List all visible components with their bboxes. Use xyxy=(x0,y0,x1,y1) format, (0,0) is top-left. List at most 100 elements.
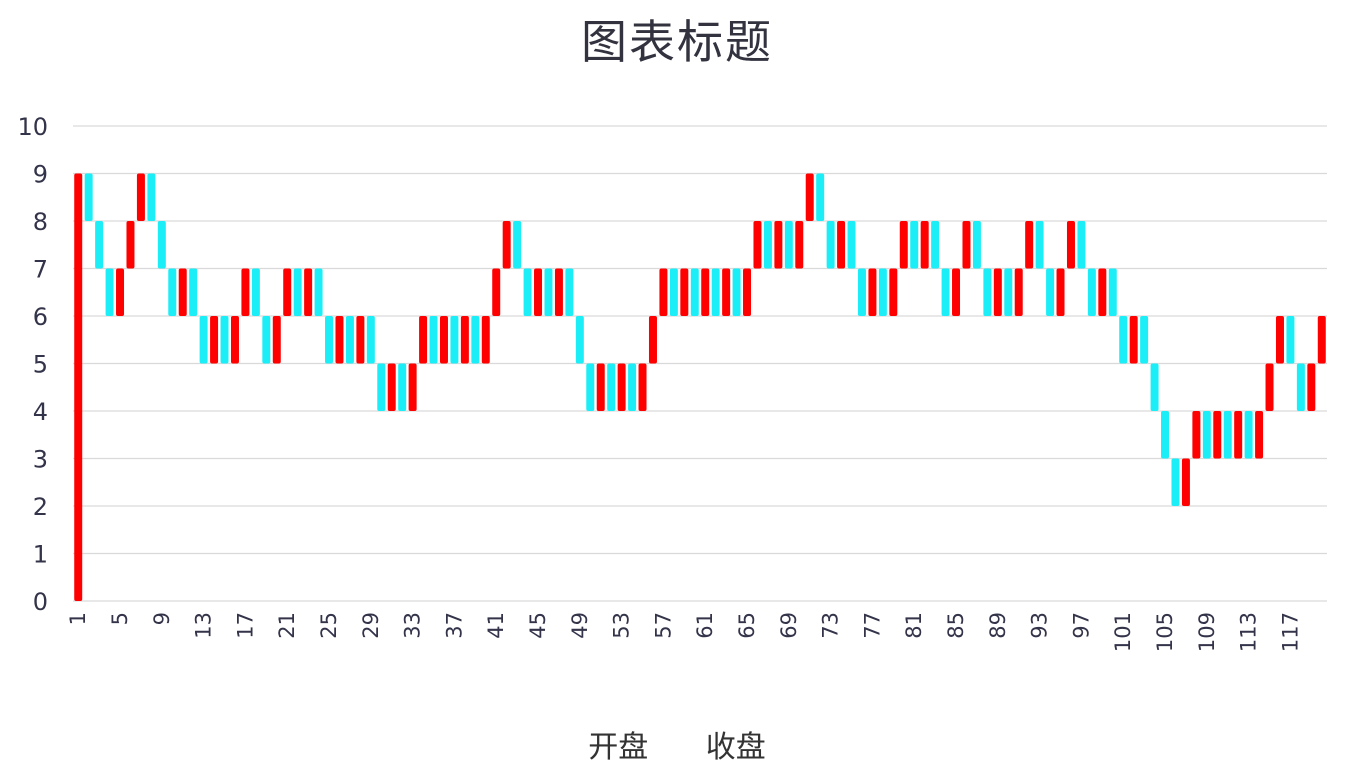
x-tick-label: 53 xyxy=(610,612,634,639)
x-tick-label: 33 xyxy=(401,612,425,639)
x-tick-label: 57 xyxy=(651,612,675,639)
bar-down xyxy=(220,316,229,364)
bar-down xyxy=(607,363,616,411)
bar-down xyxy=(1202,411,1211,459)
y-tick-label: 6 xyxy=(33,303,48,331)
bar-down xyxy=(1286,316,1295,364)
bar-down xyxy=(941,268,950,316)
bar-down xyxy=(575,316,584,364)
bar-up xyxy=(993,268,1002,316)
bar-up xyxy=(408,363,417,411)
bar-down xyxy=(1077,221,1086,269)
bar-down xyxy=(857,268,866,316)
x-tick-label: 97 xyxy=(1069,612,1093,639)
bar-down xyxy=(251,268,260,316)
bar-down xyxy=(523,268,532,316)
gridlines xyxy=(73,125,1327,602)
bar-up xyxy=(1066,221,1075,269)
bar-down xyxy=(669,268,678,316)
x-tick-label: 113 xyxy=(1237,612,1261,652)
bar-up xyxy=(230,316,239,364)
bar-up xyxy=(1056,268,1065,316)
bar-up xyxy=(1181,458,1190,506)
bar-up xyxy=(1098,268,1107,316)
bar-down xyxy=(931,221,940,269)
bar-down xyxy=(816,173,825,221)
legend-item-close: 收盘 xyxy=(705,730,766,765)
x-tick-label: 85 xyxy=(944,612,968,639)
bar-up xyxy=(638,363,647,411)
bar-down xyxy=(147,173,156,221)
bar-up xyxy=(554,268,563,316)
x-tick-label: 9 xyxy=(150,612,174,625)
x-tick-label: 73 xyxy=(819,612,843,639)
bar-down xyxy=(1004,268,1013,316)
y-tick-label: 10 xyxy=(17,113,48,141)
x-tick-label: 69 xyxy=(777,612,801,639)
bar-up xyxy=(1265,363,1274,411)
x-tick-label: 17 xyxy=(233,612,257,639)
bar-up xyxy=(1129,316,1138,364)
y-tick-label: 3 xyxy=(33,446,48,474)
bar-down xyxy=(983,268,992,316)
bar-down xyxy=(1087,268,1096,316)
bar-down xyxy=(910,221,919,269)
bar-up xyxy=(1014,268,1023,316)
bar-down xyxy=(826,221,835,269)
bar-down xyxy=(586,363,595,411)
bar-down xyxy=(189,268,198,316)
bar-down xyxy=(628,363,637,411)
x-tick-label: 37 xyxy=(442,612,466,639)
bar-down xyxy=(398,363,407,411)
bar-down xyxy=(95,221,104,269)
bar-up xyxy=(899,221,908,269)
x-tick-label: 117 xyxy=(1278,612,1302,652)
bar-up xyxy=(492,268,501,316)
chart-title: 图表标题 xyxy=(581,15,773,69)
x-tick-label: 65 xyxy=(735,612,759,639)
x-tick-label: 61 xyxy=(693,612,717,639)
bar-up xyxy=(805,173,814,221)
bar-up xyxy=(701,268,710,316)
bar-down xyxy=(565,268,574,316)
bar-down xyxy=(1161,411,1170,459)
bar-down xyxy=(513,221,522,269)
bar-up xyxy=(889,268,898,316)
bar-up xyxy=(795,221,804,269)
bar-down xyxy=(690,268,699,316)
bar-down xyxy=(1119,316,1128,364)
y-tick-label: 8 xyxy=(33,208,48,236)
bar-down xyxy=(1140,316,1149,364)
bar-up xyxy=(868,268,877,316)
bar-up xyxy=(722,268,731,316)
bar-up xyxy=(1192,411,1201,459)
bar-down xyxy=(1150,363,1159,411)
bar-up xyxy=(283,268,292,316)
bar-up xyxy=(1213,411,1222,459)
bar-up xyxy=(962,221,971,269)
bar-down xyxy=(366,316,375,364)
x-tick-label: 21 xyxy=(275,612,299,639)
bar-down xyxy=(157,221,166,269)
bar-down xyxy=(1171,458,1180,506)
bar-down xyxy=(711,268,720,316)
x-tick-label: 77 xyxy=(860,612,884,639)
bar-up xyxy=(502,221,511,269)
bar-down xyxy=(1046,268,1055,316)
bar-up xyxy=(920,221,929,269)
bar-up xyxy=(1317,316,1326,364)
bar-down xyxy=(1035,221,1044,269)
bar-up xyxy=(1255,411,1264,459)
bar-series xyxy=(74,173,1326,601)
y-tick-label: 4 xyxy=(33,398,48,426)
bar-up xyxy=(460,316,469,364)
bar-down xyxy=(1108,268,1117,316)
bar-down xyxy=(1244,411,1253,459)
bar-up xyxy=(126,221,135,269)
bar-up xyxy=(356,316,365,364)
bar-down xyxy=(763,221,772,269)
bar-down xyxy=(784,221,793,269)
bar-down xyxy=(450,316,459,364)
bar-up xyxy=(272,316,281,364)
bar-up xyxy=(481,316,490,364)
